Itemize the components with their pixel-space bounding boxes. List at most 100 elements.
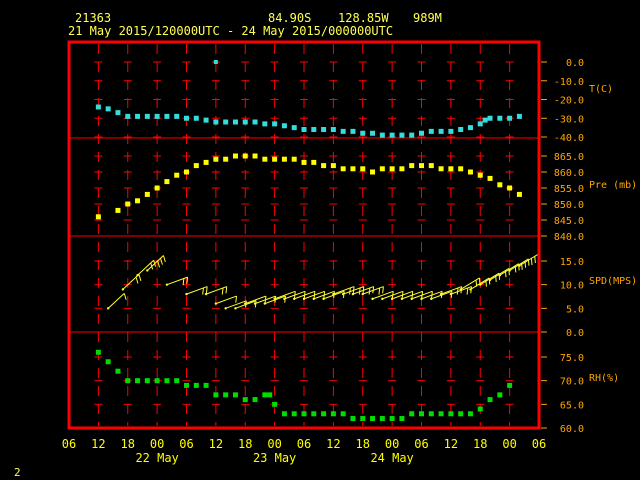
data-point bbox=[477, 172, 483, 178]
data-point bbox=[95, 104, 101, 110]
data-point bbox=[105, 359, 111, 365]
data-point bbox=[350, 416, 356, 422]
data-point bbox=[389, 416, 395, 422]
x-tick-label: 18 bbox=[121, 437, 135, 451]
data-point bbox=[482, 117, 488, 123]
date-label: 22 May bbox=[135, 451, 178, 465]
data-point bbox=[311, 127, 317, 132]
data-point bbox=[497, 392, 503, 398]
x-tick-label: 12 bbox=[444, 437, 458, 451]
data-point bbox=[370, 130, 376, 136]
data-point bbox=[516, 191, 522, 197]
data-point bbox=[458, 127, 464, 132]
data-marks bbox=[95, 60, 540, 422]
data-point bbox=[301, 159, 307, 165]
wind-barb bbox=[165, 276, 189, 286]
data-point bbox=[438, 166, 444, 172]
data-point bbox=[135, 113, 141, 119]
x-tick-label: 18 bbox=[473, 437, 487, 451]
data-point bbox=[370, 169, 376, 175]
data-point bbox=[252, 397, 258, 403]
data-point bbox=[467, 411, 473, 417]
y-tick-label: 0.0 bbox=[566, 328, 584, 339]
data-point bbox=[350, 166, 356, 172]
data-point bbox=[448, 411, 454, 417]
data-point bbox=[409, 132, 415, 138]
panel-label: SPD(MPS) bbox=[589, 276, 637, 287]
x-tick-label: 18 bbox=[238, 437, 252, 451]
data-point bbox=[467, 169, 473, 175]
data-point bbox=[321, 127, 327, 132]
y-tick-label: 5.0 bbox=[566, 304, 584, 315]
x-tick-label: 06 bbox=[62, 437, 76, 451]
data-point bbox=[95, 214, 101, 220]
data-point bbox=[301, 127, 307, 132]
wind-barb bbox=[214, 295, 238, 305]
data-point bbox=[340, 411, 346, 417]
data-point bbox=[184, 115, 189, 121]
data-point bbox=[487, 115, 493, 121]
x-tick-label: 12 bbox=[209, 437, 223, 451]
data-point bbox=[379, 166, 385, 172]
x-tick-label: 00 bbox=[150, 437, 164, 451]
data-point bbox=[389, 132, 395, 138]
data-point bbox=[272, 121, 278, 127]
data-point bbox=[477, 121, 483, 127]
data-point bbox=[272, 156, 278, 162]
latitude: 84.90S bbox=[268, 11, 311, 25]
data-point bbox=[95, 349, 101, 355]
data-point bbox=[330, 163, 336, 169]
data-point bbox=[135, 198, 141, 204]
data-point bbox=[507, 185, 513, 191]
data-point bbox=[213, 392, 219, 398]
data-point bbox=[301, 411, 307, 417]
data-point bbox=[203, 382, 209, 388]
data-point bbox=[311, 411, 317, 417]
y-tick-label: 850.0 bbox=[554, 200, 584, 211]
data-point bbox=[350, 128, 356, 134]
data-point bbox=[281, 156, 287, 162]
wind-barb bbox=[146, 255, 166, 272]
data-point bbox=[154, 113, 160, 119]
data-point bbox=[174, 378, 180, 384]
data-point bbox=[242, 153, 248, 159]
data-point bbox=[125, 201, 131, 207]
data-point bbox=[232, 392, 238, 398]
data-point bbox=[242, 397, 248, 403]
y-tick-label: 860.0 bbox=[554, 168, 584, 179]
data-point bbox=[467, 125, 473, 131]
y-tick-label: 840.0 bbox=[554, 232, 584, 243]
x-tick-label: 06 bbox=[532, 437, 546, 451]
data-point bbox=[399, 416, 405, 422]
y-tick-label: 0.0 bbox=[566, 58, 584, 69]
plot-frame bbox=[67, 40, 541, 430]
data-point bbox=[419, 411, 424, 417]
data-point bbox=[262, 392, 268, 398]
time-range: 21 May 2015/120000UTC - 24 May 2015/0000… bbox=[68, 24, 393, 38]
data-point bbox=[330, 411, 336, 417]
data-point bbox=[252, 153, 258, 159]
data-point bbox=[144, 113, 150, 119]
data-point bbox=[154, 185, 160, 191]
data-point bbox=[174, 113, 180, 119]
data-point bbox=[262, 156, 268, 162]
x-tick-label: 18 bbox=[356, 437, 370, 451]
data-point bbox=[458, 166, 464, 172]
data-point bbox=[487, 397, 493, 403]
wind-barb bbox=[361, 286, 384, 296]
data-point bbox=[252, 119, 258, 125]
data-point bbox=[193, 163, 199, 169]
data-point bbox=[507, 115, 513, 121]
data-point bbox=[105, 106, 111, 112]
data-point bbox=[232, 119, 238, 125]
x-tick-label: 06 bbox=[297, 437, 311, 451]
data-point bbox=[232, 153, 238, 159]
data-point bbox=[379, 416, 385, 422]
data-point bbox=[291, 125, 297, 131]
data-point bbox=[428, 128, 434, 134]
wind-barb bbox=[204, 286, 228, 296]
data-point bbox=[438, 128, 444, 134]
page-number: 2 bbox=[14, 466, 21, 479]
